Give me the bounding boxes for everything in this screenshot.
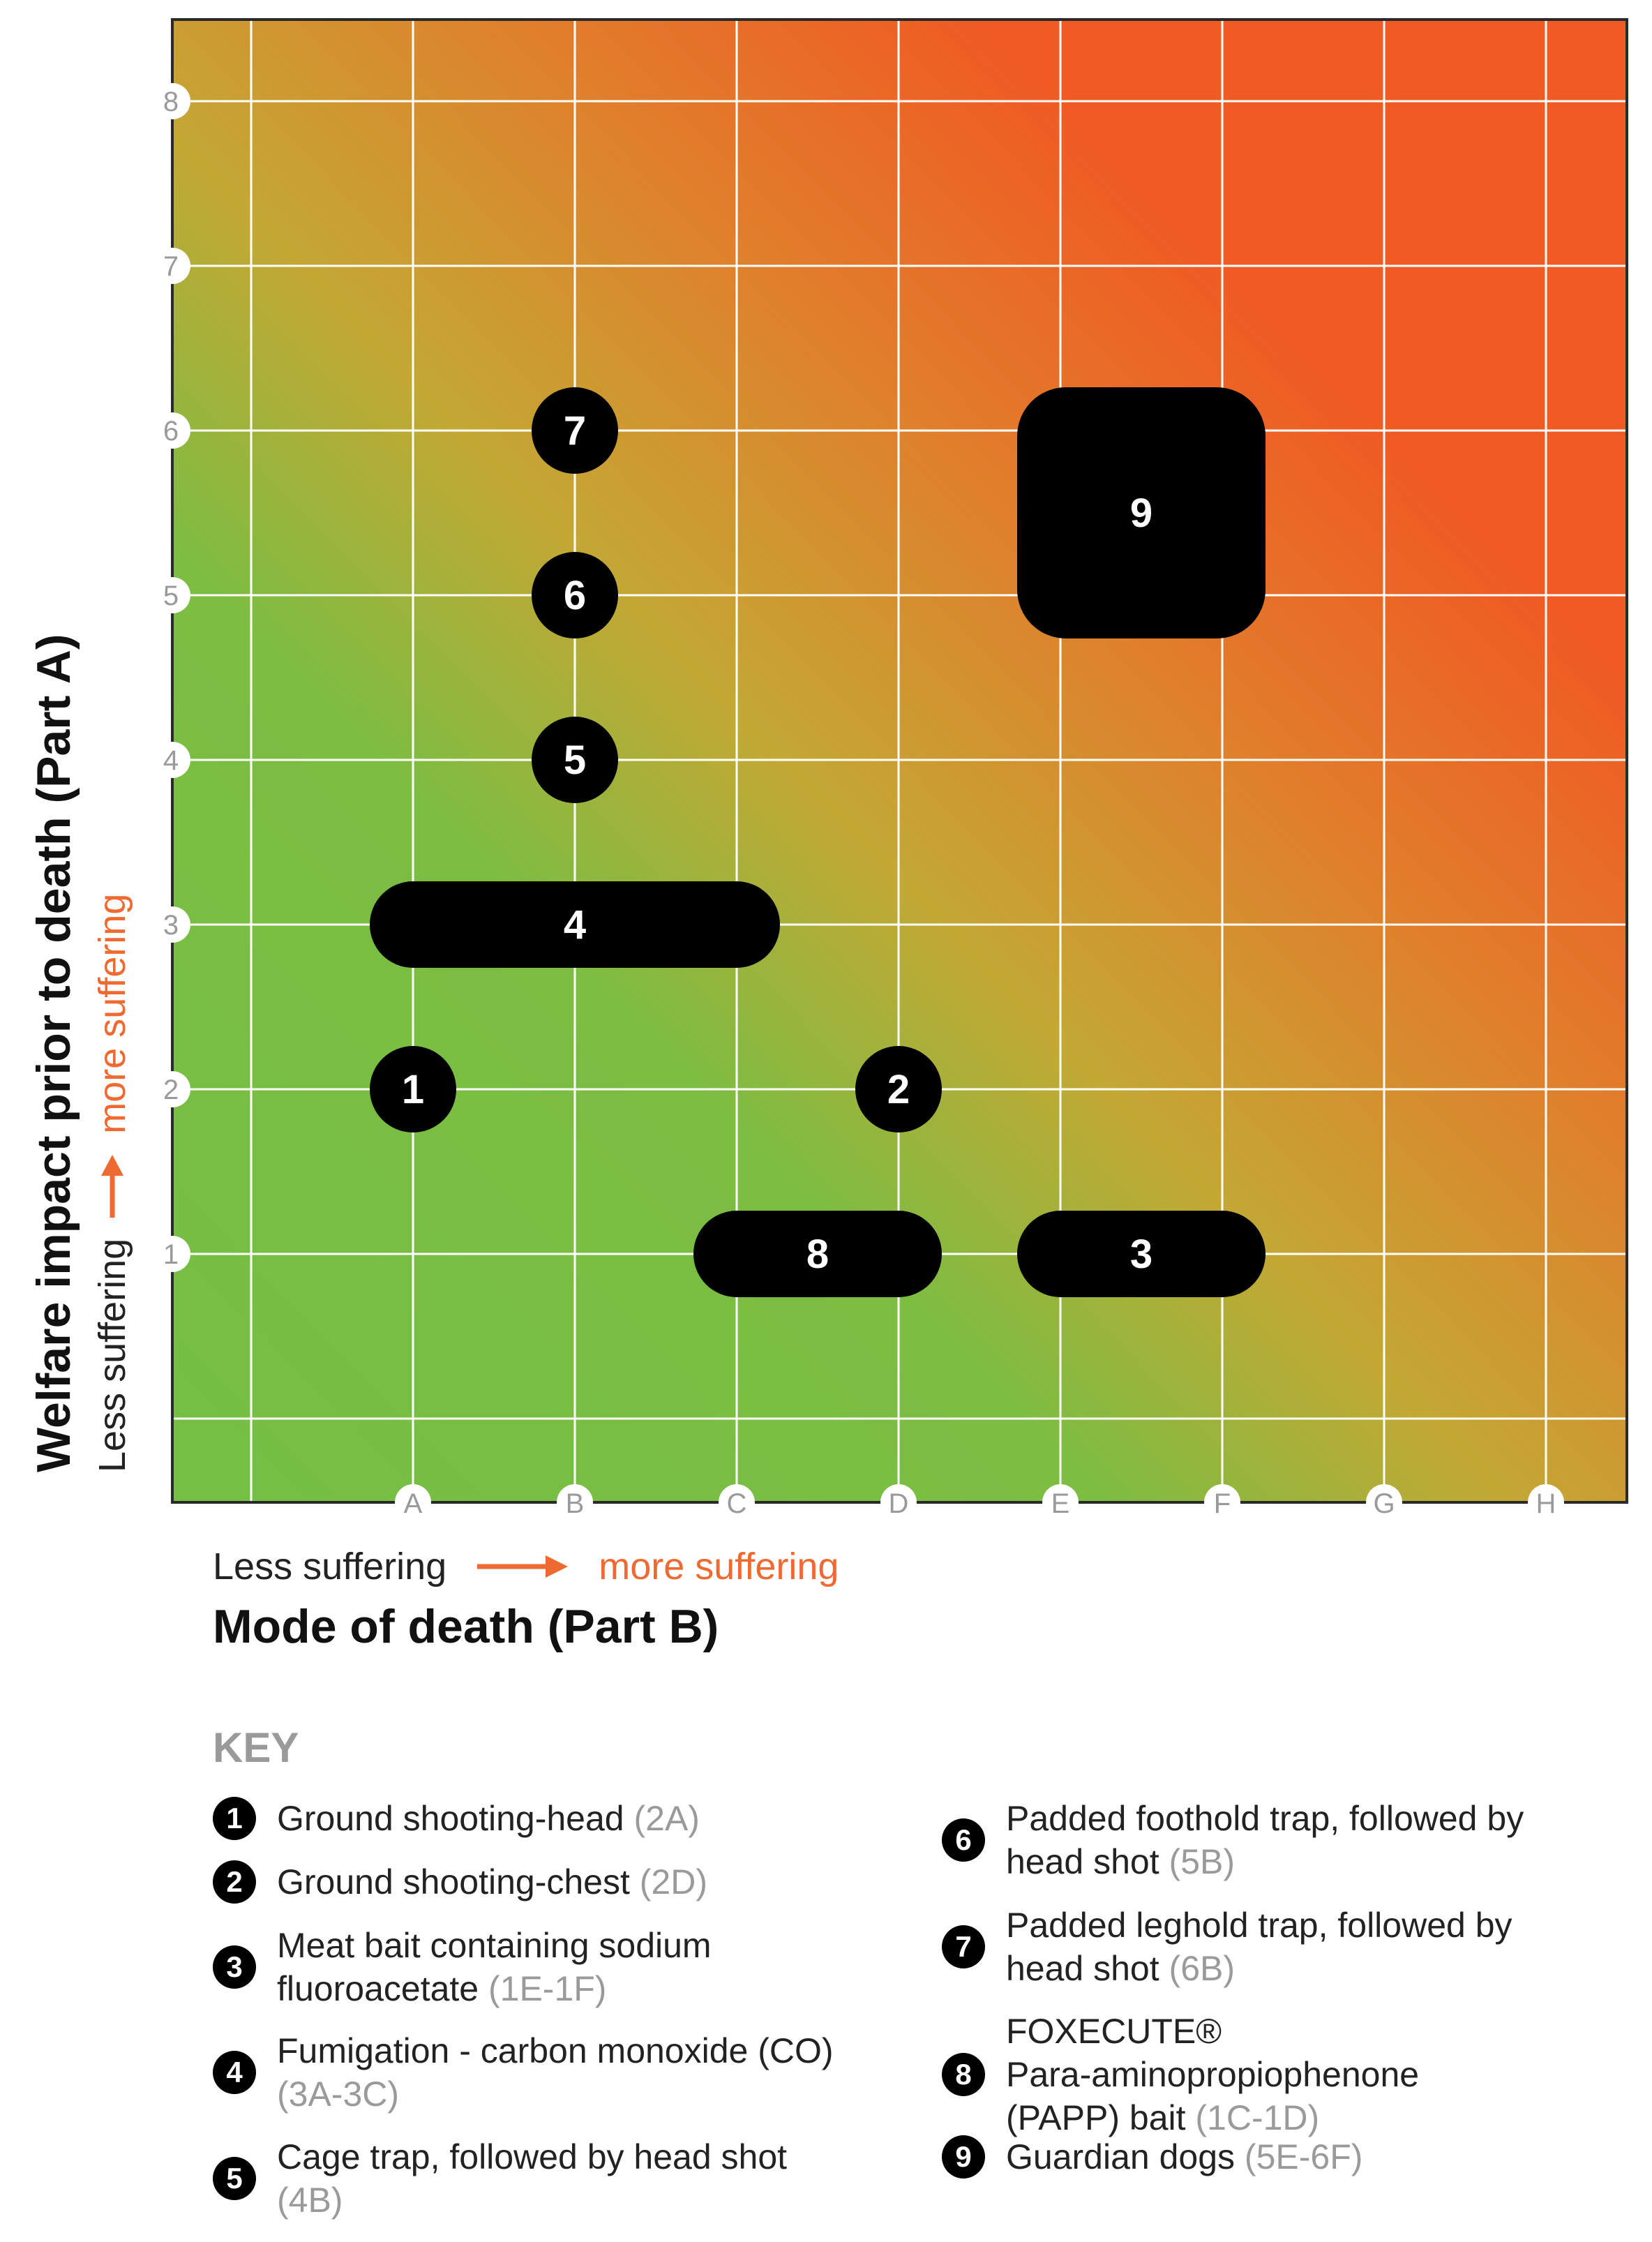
- y-more-suffering: more suffering: [91, 893, 133, 1134]
- y-tick-badge: [154, 412, 190, 449]
- key-number-badge: 8: [942, 2053, 985, 2096]
- x-tick-badge: [1528, 1484, 1564, 1520]
- key-code: (5E-6F): [1244, 2137, 1363, 2176]
- x-tick-badge: [1366, 1484, 1402, 1520]
- key-item: 6 Padded foothold trap, followed by head s…: [942, 1797, 1524, 1883]
- key-code: (5B): [1169, 1842, 1236, 1881]
- key-number-badge: 4: [213, 2051, 256, 2094]
- key-code: (1C-1D): [1195, 2098, 1320, 2137]
- y-arrow-icon: [101, 1154, 123, 1218]
- key-label: Padded foothold trap, followed by head sh…: [1006, 1799, 1524, 1881]
- y-tick-label: 3: [163, 910, 179, 941]
- key-label: Ground shooting-chest (2D): [277, 1862, 707, 1901]
- y-tick-label: 5: [163, 581, 179, 611]
- x-tick-label: E: [1051, 1488, 1070, 1519]
- y-tick-label: 8: [163, 87, 179, 117]
- key-code: (2D): [639, 1862, 707, 1901]
- y-axis-direction: Less suffering more suffering: [91, 894, 134, 1472]
- x-tick-badge: [719, 1484, 755, 1520]
- x-tick-label: B: [566, 1488, 585, 1519]
- x-less-suffering: Less suffering: [213, 1546, 447, 1587]
- key-item: 4 Fumigation - carbon monoxide (CO) (3A-3C…: [213, 2029, 834, 2116]
- key-label: Fumigation - carbon monoxide (CO) (3A-3C): [277, 2031, 834, 2114]
- x-tick-label: C: [727, 1488, 747, 1519]
- x-tick-label: F: [1214, 1488, 1231, 1519]
- x-tick-badge: [1042, 1484, 1079, 1520]
- point-marker-7: [532, 387, 618, 474]
- key-number-badge: 9: [942, 2135, 985, 2179]
- key-item: 9 Guardian dogs (5E-6F): [942, 2135, 1362, 2179]
- y-tick-badge: [154, 83, 190, 119]
- y-tick-label: 6: [163, 416, 179, 447]
- key-number-badge: 2: [213, 1860, 256, 1904]
- point-label-6: 6: [564, 573, 586, 618]
- y-tick-label: 1: [163, 1239, 179, 1270]
- key-item: 8 FOXECUTE® Para-aminopropiophenone (PAPP) …: [942, 2010, 1419, 2139]
- x-tick-badge: [557, 1484, 593, 1520]
- key-number-badge: 7: [942, 1925, 985, 1968]
- point-marker-4: [370, 881, 780, 968]
- key-item: 7 Padded leghold trap, followed by head sh…: [942, 1904, 1512, 1990]
- x-tick-label: G: [1373, 1488, 1395, 1519]
- point-label-8: 8: [806, 1232, 829, 1277]
- key-label: Padded leghold trap, followed by head sho…: [1006, 1906, 1512, 1988]
- key-number-badge: 5: [213, 2157, 256, 2200]
- chart-plot: A B C D E F G H 1 2 3 4 5 6 7 8 1 2 3 4 5 6 7 8 9: [154, 18, 1628, 1520]
- y-axis-title: Welfare impact prior to death (Part A): [27, 634, 80, 1472]
- key-code: (6B): [1169, 1949, 1236, 1988]
- y-tick-label: 2: [163, 1075, 179, 1105]
- point-marker-1: [370, 1046, 456, 1133]
- point-label-1: 1: [402, 1067, 424, 1112]
- point-label-2: 2: [887, 1067, 910, 1112]
- key-label: Cage trap, followed by head shot (4B): [277, 2137, 788, 2220]
- key-label: Guardian dogs (5E-6F): [1006, 2137, 1363, 2176]
- x-tick-badge: [395, 1484, 431, 1520]
- point-marker-3: [1017, 1211, 1266, 1297]
- point-marker-8: [693, 1211, 942, 1297]
- key-number-badge: 3: [213, 1945, 256, 1989]
- point-marker-9: [1017, 387, 1266, 638]
- y-tick-badge: [154, 1236, 190, 1272]
- point-marker-5: [532, 717, 618, 803]
- key-label: Ground shooting-head (2A): [277, 1799, 700, 1838]
- y-less-suffering: Less suffering: [91, 1238, 133, 1472]
- key-title: KEY: [213, 1724, 299, 1771]
- y-tick-badge: [154, 906, 190, 943]
- key-item: 5 Cage trap, followed by head shot (4B): [213, 2135, 787, 2222]
- point-label-3: 3: [1130, 1232, 1152, 1277]
- key-number-badge: 6: [942, 1818, 985, 1862]
- key-label: Meat bait containing sodium fluoroacetate…: [277, 1926, 712, 2008]
- key-item: 2 Ground shooting-chest (2D): [213, 1860, 707, 1904]
- key-number-badge: 1: [213, 1797, 256, 1840]
- x-arrow-icon: [477, 1555, 569, 1578]
- key-item: 1 Ground shooting-head (2A): [213, 1797, 700, 1840]
- key-code: (3A-3C): [277, 2075, 400, 2114]
- x-tick-badge: [880, 1484, 917, 1520]
- y-tick-label: 7: [163, 251, 179, 282]
- y-tick-badge: [154, 1071, 190, 1107]
- x-tick-label: D: [889, 1488, 909, 1519]
- key-code: (4B): [277, 2181, 343, 2220]
- y-tick-badge: [154, 248, 190, 284]
- y-tick-badge: [154, 742, 190, 778]
- key-item: 3 Meat bait containing sodium fluoroacetat…: [213, 1924, 712, 2010]
- key-label: FOXECUTE® Para-aminopropiophenone (PAPP) b…: [1006, 2012, 1420, 2137]
- point-marker-6: [532, 552, 618, 638]
- x-tick-label: H: [1536, 1488, 1556, 1519]
- x-tick-label: A: [404, 1488, 423, 1519]
- key-code: (1E-1F): [488, 1969, 607, 2008]
- key-code: (2A): [633, 1799, 700, 1838]
- point-label-9: 9: [1130, 491, 1152, 536]
- y-tick-label: 4: [163, 745, 179, 776]
- point-marker-2: [855, 1046, 942, 1133]
- point-label-5: 5: [564, 738, 586, 783]
- point-label-4: 4: [564, 902, 586, 948]
- point-label-7: 7: [564, 408, 586, 454]
- x-axis-title: Mode of death (Part B): [213, 1600, 719, 1653]
- x-more-suffering: more suffering: [599, 1546, 839, 1587]
- y-tick-badge: [154, 577, 190, 613]
- x-tick-badge: [1204, 1484, 1240, 1520]
- x-axis-direction: Less suffering more suffering: [213, 1545, 839, 1588]
